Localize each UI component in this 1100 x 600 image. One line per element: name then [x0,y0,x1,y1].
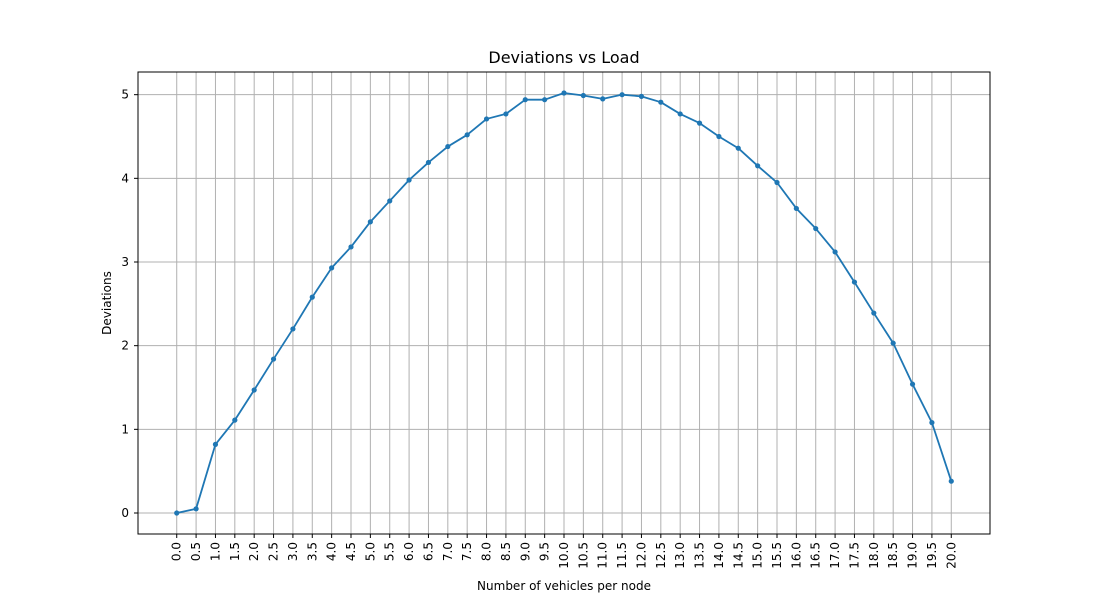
x-tick-label: 3.0 [286,542,300,561]
chart-title: Deviations vs Load [488,48,639,67]
data-point [329,265,335,271]
data-point [716,133,722,140]
y-axis-ticks: 0 1 2 3 4 5 [121,88,138,520]
data-point [735,145,741,151]
x-tick-label: 4.5 [344,542,358,561]
x-tick-label: 8.5 [499,542,513,561]
x-tick-label: 13.0 [673,542,687,569]
data-point [425,159,432,166]
data-point [813,225,819,232]
data-point [483,116,490,122]
data-point [909,381,916,387]
data-point [542,97,548,103]
x-tick-label: 1.5 [228,542,242,561]
data-point [174,510,180,516]
x-tick-label: 11.0 [596,542,610,569]
data-point [464,132,470,138]
x-tick-label: 3.5 [305,542,319,561]
data-point [658,99,664,105]
data-point [871,310,877,316]
y-tick-label: 3 [121,255,129,269]
x-tick-label: 14.5 [731,542,745,569]
data-point [638,93,645,99]
x-tick-label: 12.0 [634,542,648,569]
data-point [832,249,838,255]
x-tick-label: 17.0 [828,542,842,569]
x-tick-label: 13.5 [693,542,707,569]
data-point [600,96,606,102]
data-point [251,387,257,393]
x-tick-label: 2.5 [267,542,281,561]
x-tick-label: 10.0 [557,542,571,569]
x-tick-label: 9.5 [538,542,552,561]
x-tick-label: 18.5 [886,542,900,569]
y-axis-title: Deviations [100,271,114,335]
x-tick-label: 7.0 [441,542,455,561]
data-point [851,279,858,285]
data-point [948,478,954,484]
x-tick-label: 9.0 [518,542,532,561]
data-point [929,420,935,426]
data-point [580,92,586,99]
marker-layer [174,90,954,516]
x-axis-title: Number of vehicles per node [477,579,651,593]
data-point [793,205,799,212]
x-tick-label: 15.0 [751,542,765,569]
x-tick-label: 19.5 [925,542,939,569]
x-tick-label: 5.5 [383,542,397,561]
data-point [619,92,625,98]
y-tick-label: 4 [121,171,129,185]
x-tick-label: 15.5 [770,542,784,569]
data-point [193,506,199,512]
data-point [232,417,238,423]
x-tick-label: 18.0 [867,542,881,569]
x-tick-label: 6.5 [421,542,435,561]
x-tick-label: 16.5 [809,542,823,569]
x-tick-label: 0.0 [170,542,184,561]
data-point [755,163,761,169]
data-point [212,441,219,447]
x-tick-label: 4.0 [325,542,339,561]
x-tick-label: 14.0 [712,542,726,569]
grid-lines [138,72,990,534]
data-point [387,198,393,204]
x-tick-label: 6.0 [402,542,416,561]
x-tick-label: 17.5 [847,542,861,569]
x-tick-label: 7.5 [460,542,474,561]
data-point [522,97,528,103]
x-tick-label: 0.5 [189,542,203,561]
x-tick-label: 2.0 [247,542,261,561]
data-point [348,244,354,250]
data-point [445,143,451,150]
data-point [774,179,780,186]
x-tick-label: 16.0 [789,542,803,569]
x-tick-label: 19.0 [906,542,920,569]
x-tick-label: 12.5 [654,542,668,569]
y-tick-label: 2 [121,339,129,353]
x-tick-label: 1.0 [208,542,222,561]
y-tick-label: 5 [121,88,129,102]
x-tick-label: 11.5 [615,542,629,569]
y-tick-label: 1 [121,422,129,436]
x-tick-label: 20.0 [944,542,958,569]
data-point [406,177,412,183]
x-tick-label: 10.5 [576,542,590,569]
data-point [696,120,703,126]
data-point [270,356,277,362]
data-point [367,219,373,225]
data-point [677,111,683,117]
x-tick-label: 5.0 [363,542,377,561]
data-point [561,90,567,96]
data-point [890,340,896,346]
data-point [309,294,315,300]
x-tick-label: 8.0 [480,542,494,561]
data-point [290,326,296,332]
data-point [503,111,509,117]
x-axis-ticks: 0.0 0.5 1.0 1.5 2.0 2.5 3.0 3.5 4.0 4.5 5.0 5.5 6.0 6… [170,534,958,569]
y-tick-label: 0 [121,506,129,520]
